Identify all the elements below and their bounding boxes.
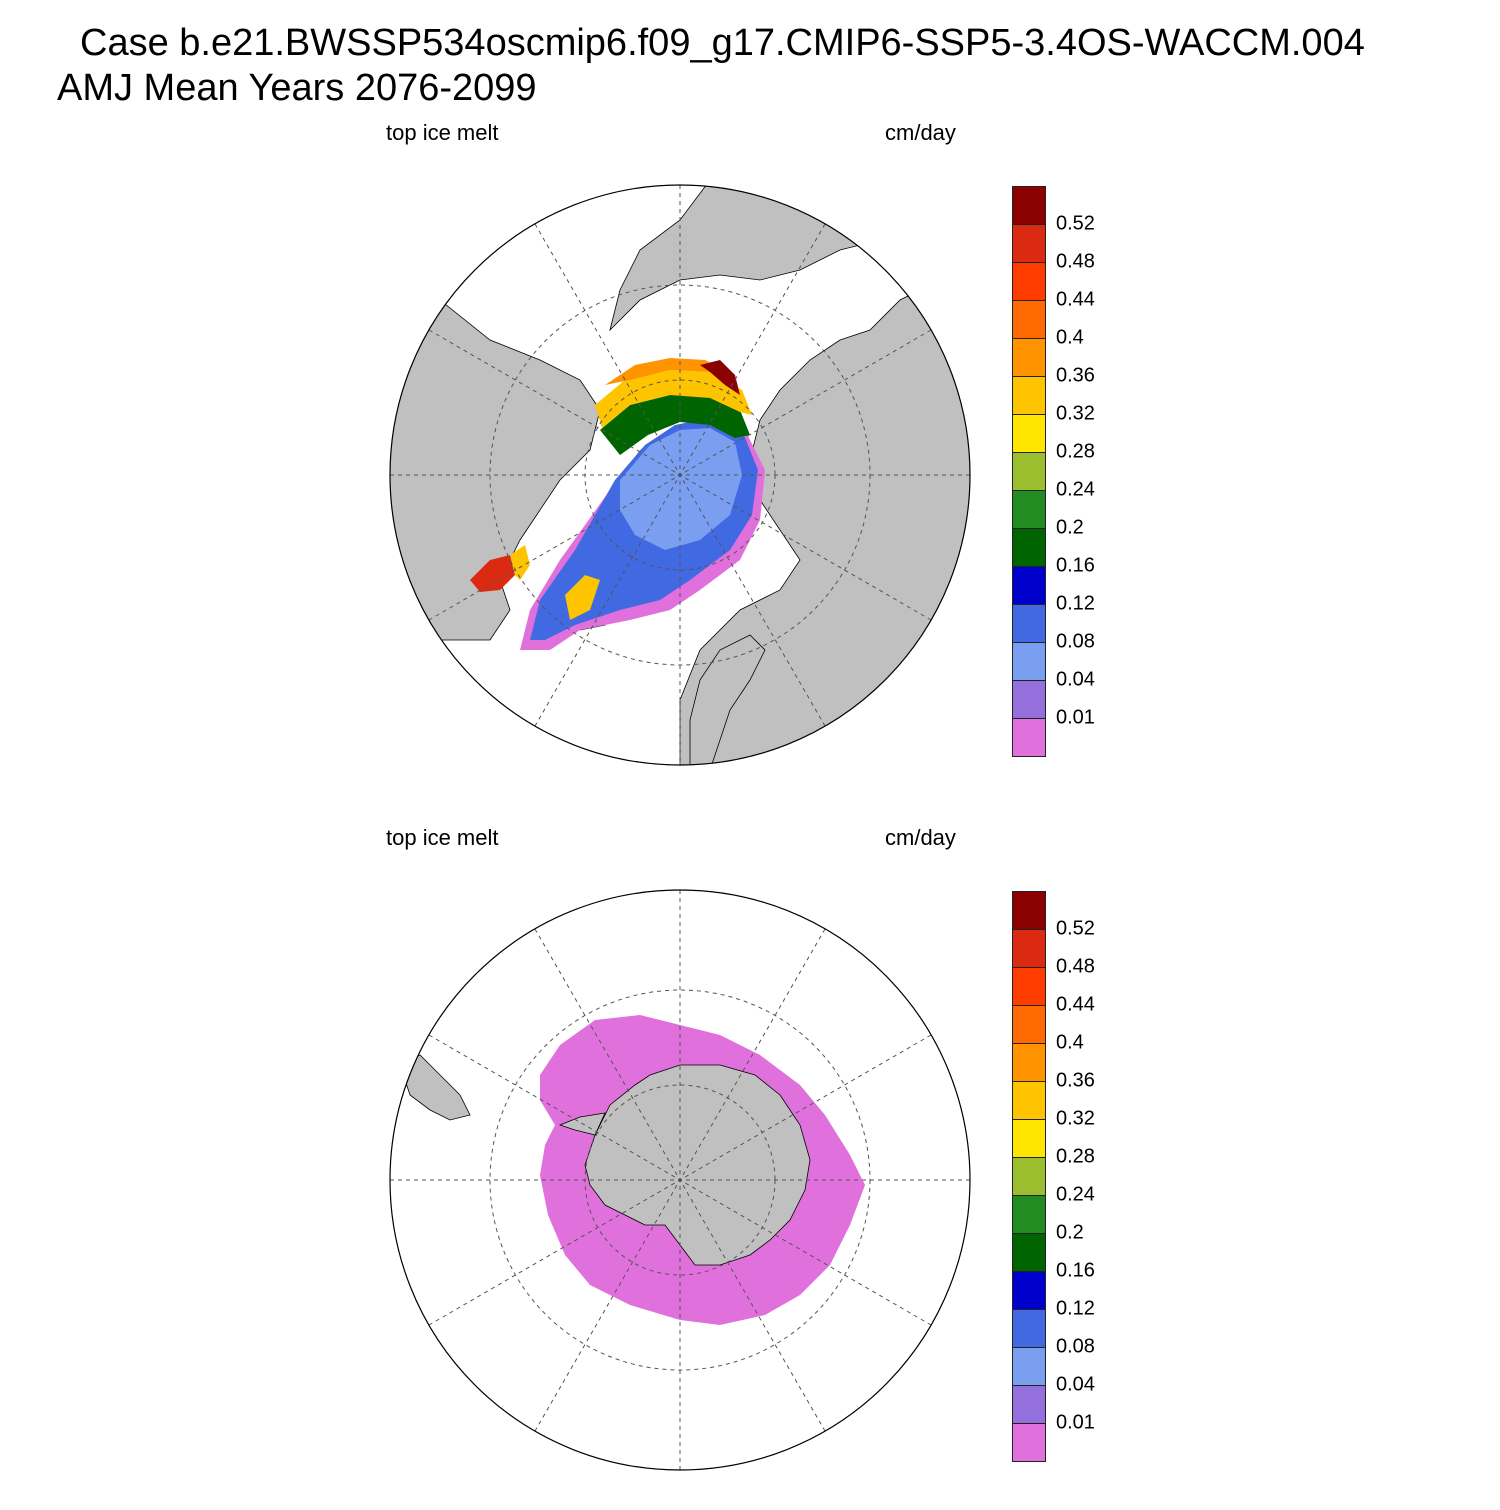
colorbar-label: 0.12: [1056, 592, 1095, 615]
colorbar-swatch: [1012, 300, 1046, 339]
north-ice-melt-orange: [605, 358, 725, 385]
colorbar-swatch: [1012, 1309, 1046, 1348]
colorbar-swatch: [1012, 1385, 1046, 1424]
colorbar-swatch: [1012, 604, 1046, 643]
colorbar-label: 0.01: [1056, 1411, 1095, 1434]
panel-north-left-label: top ice melt: [386, 120, 499, 145]
panel-north-units-label: cm/day: [885, 120, 956, 145]
colorbar-swatch: [1012, 680, 1046, 719]
colorbar-label: 0.36: [1056, 1069, 1095, 1092]
colorbar-label: 0.36: [1056, 364, 1095, 387]
north-colorbar: 0.52 0.48 0.44 0.4 0.36 0.32 0.28 0.24 0.2 0.16 0.…: [1012, 186, 1095, 757]
north-ice-melt-green: [600, 395, 750, 455]
colorbar-label: 0.24: [1056, 478, 1095, 501]
colorbar-label: 0.04: [1056, 1373, 1095, 1396]
colorbar-swatch: [1012, 490, 1046, 529]
south-polar-map: [389, 889, 971, 1471]
colorbar-swatch: [1012, 1347, 1046, 1386]
colorbar-label: 0.24: [1056, 1183, 1095, 1206]
colorbar-label: 0.04: [1056, 668, 1095, 691]
colorbar-swatch: [1012, 186, 1046, 225]
colorbar-label: 0.12: [1056, 1297, 1095, 1320]
colorbar-swatch: [1012, 528, 1046, 567]
colorbar-swatch: [1012, 262, 1046, 301]
colorbar-label: 0.44: [1056, 993, 1095, 1016]
colorbar-swatch: [1012, 891, 1046, 930]
north-ice-melt-baffin-yellow: [565, 575, 600, 620]
colorbar-label: 0.32: [1056, 1107, 1095, 1130]
colorbar-swatch: [1012, 1005, 1046, 1044]
colorbar-swatch: [1012, 1423, 1046, 1462]
south-graticule: [390, 890, 970, 1470]
colorbar-label: 0.16: [1056, 554, 1095, 577]
south-land-antarctica: [584, 1064, 811, 1266]
colorbar-swatch: [1012, 1043, 1046, 1082]
south-colorbar: 0.52 0.48 0.44 0.4 0.36 0.32 0.28 0.24 0.2 0.16 0.…: [1012, 891, 1095, 1462]
north-ice-melt-hudson-red: [470, 555, 515, 592]
colorbar-swatch: [1012, 1233, 1046, 1272]
colorbar-swatch: [1012, 718, 1046, 757]
colorbar-label: 0.4: [1056, 1031, 1084, 1054]
south-land-south-america: [399, 1054, 471, 1121]
colorbar-label: 0.08: [1056, 1335, 1095, 1358]
colorbar-label: 0.52: [1056, 917, 1095, 940]
panel-south-left-label: top ice melt: [386, 825, 499, 850]
north-ice-melt-yellow: [595, 370, 752, 428]
colorbar-swatch: [1012, 929, 1046, 968]
colorbar-label: 0.44: [1056, 288, 1095, 311]
north-polar-map: [389, 184, 971, 766]
panel-south-units-label: cm/day: [885, 825, 956, 850]
colorbar-swatch: [1012, 1081, 1046, 1120]
figure-title-line2: AMJ Mean Years 2076-2099: [57, 67, 537, 109]
colorbar-swatch: [1012, 1195, 1046, 1234]
colorbar-swatch: [1012, 376, 1046, 415]
north-land-scandinavia: [689, 634, 766, 765]
colorbar-label: 0.32: [1056, 402, 1095, 425]
colorbar-swatch: [1012, 224, 1046, 263]
colorbar-label: 0.48: [1056, 250, 1095, 273]
colorbar-label: 0.48: [1056, 955, 1095, 978]
colorbar-swatch: [1012, 1271, 1046, 1310]
north-ice-melt-hudson-yellow: [510, 545, 530, 580]
colorbar-swatch: [1012, 452, 1046, 491]
panel-north: top ice melt cm/day: [0, 100, 1500, 805]
colorbar-swatch: [1012, 414, 1046, 453]
north-ice-melt-red: [700, 360, 740, 395]
colorbar-swatch: [1012, 642, 1046, 681]
colorbar-swatch: [1012, 338, 1046, 377]
colorbar-swatch: [1012, 1119, 1046, 1158]
colorbar-label: 0.2: [1056, 1221, 1084, 1244]
colorbar-label: 0.28: [1056, 440, 1095, 463]
colorbar-label: 0.28: [1056, 1145, 1095, 1168]
colorbar-swatch: [1012, 566, 1046, 605]
colorbar-label: 0.08: [1056, 630, 1095, 653]
north-graticule: [390, 185, 970, 765]
colorbar-label: 0.2: [1056, 516, 1084, 539]
north-map-border: [389, 184, 971, 766]
colorbar-swatch: [1012, 967, 1046, 1006]
colorbar-label: 0.4: [1056, 326, 1084, 349]
colorbar-swatch: [1012, 1157, 1046, 1196]
colorbar-label: 0.01: [1056, 706, 1095, 729]
colorbar-label: 0.16: [1056, 1259, 1095, 1282]
south-map-border: [389, 889, 971, 1471]
colorbar-label: 0.52: [1056, 212, 1095, 235]
figure-title-line1: Case b.e21.BWSSP534oscmip6.f09_g17.CMIP6…: [80, 22, 1365, 64]
panel-south: top ice melt cm/day 0.52 0.48 0.44 0.4 0.: [0, 805, 1500, 1510]
